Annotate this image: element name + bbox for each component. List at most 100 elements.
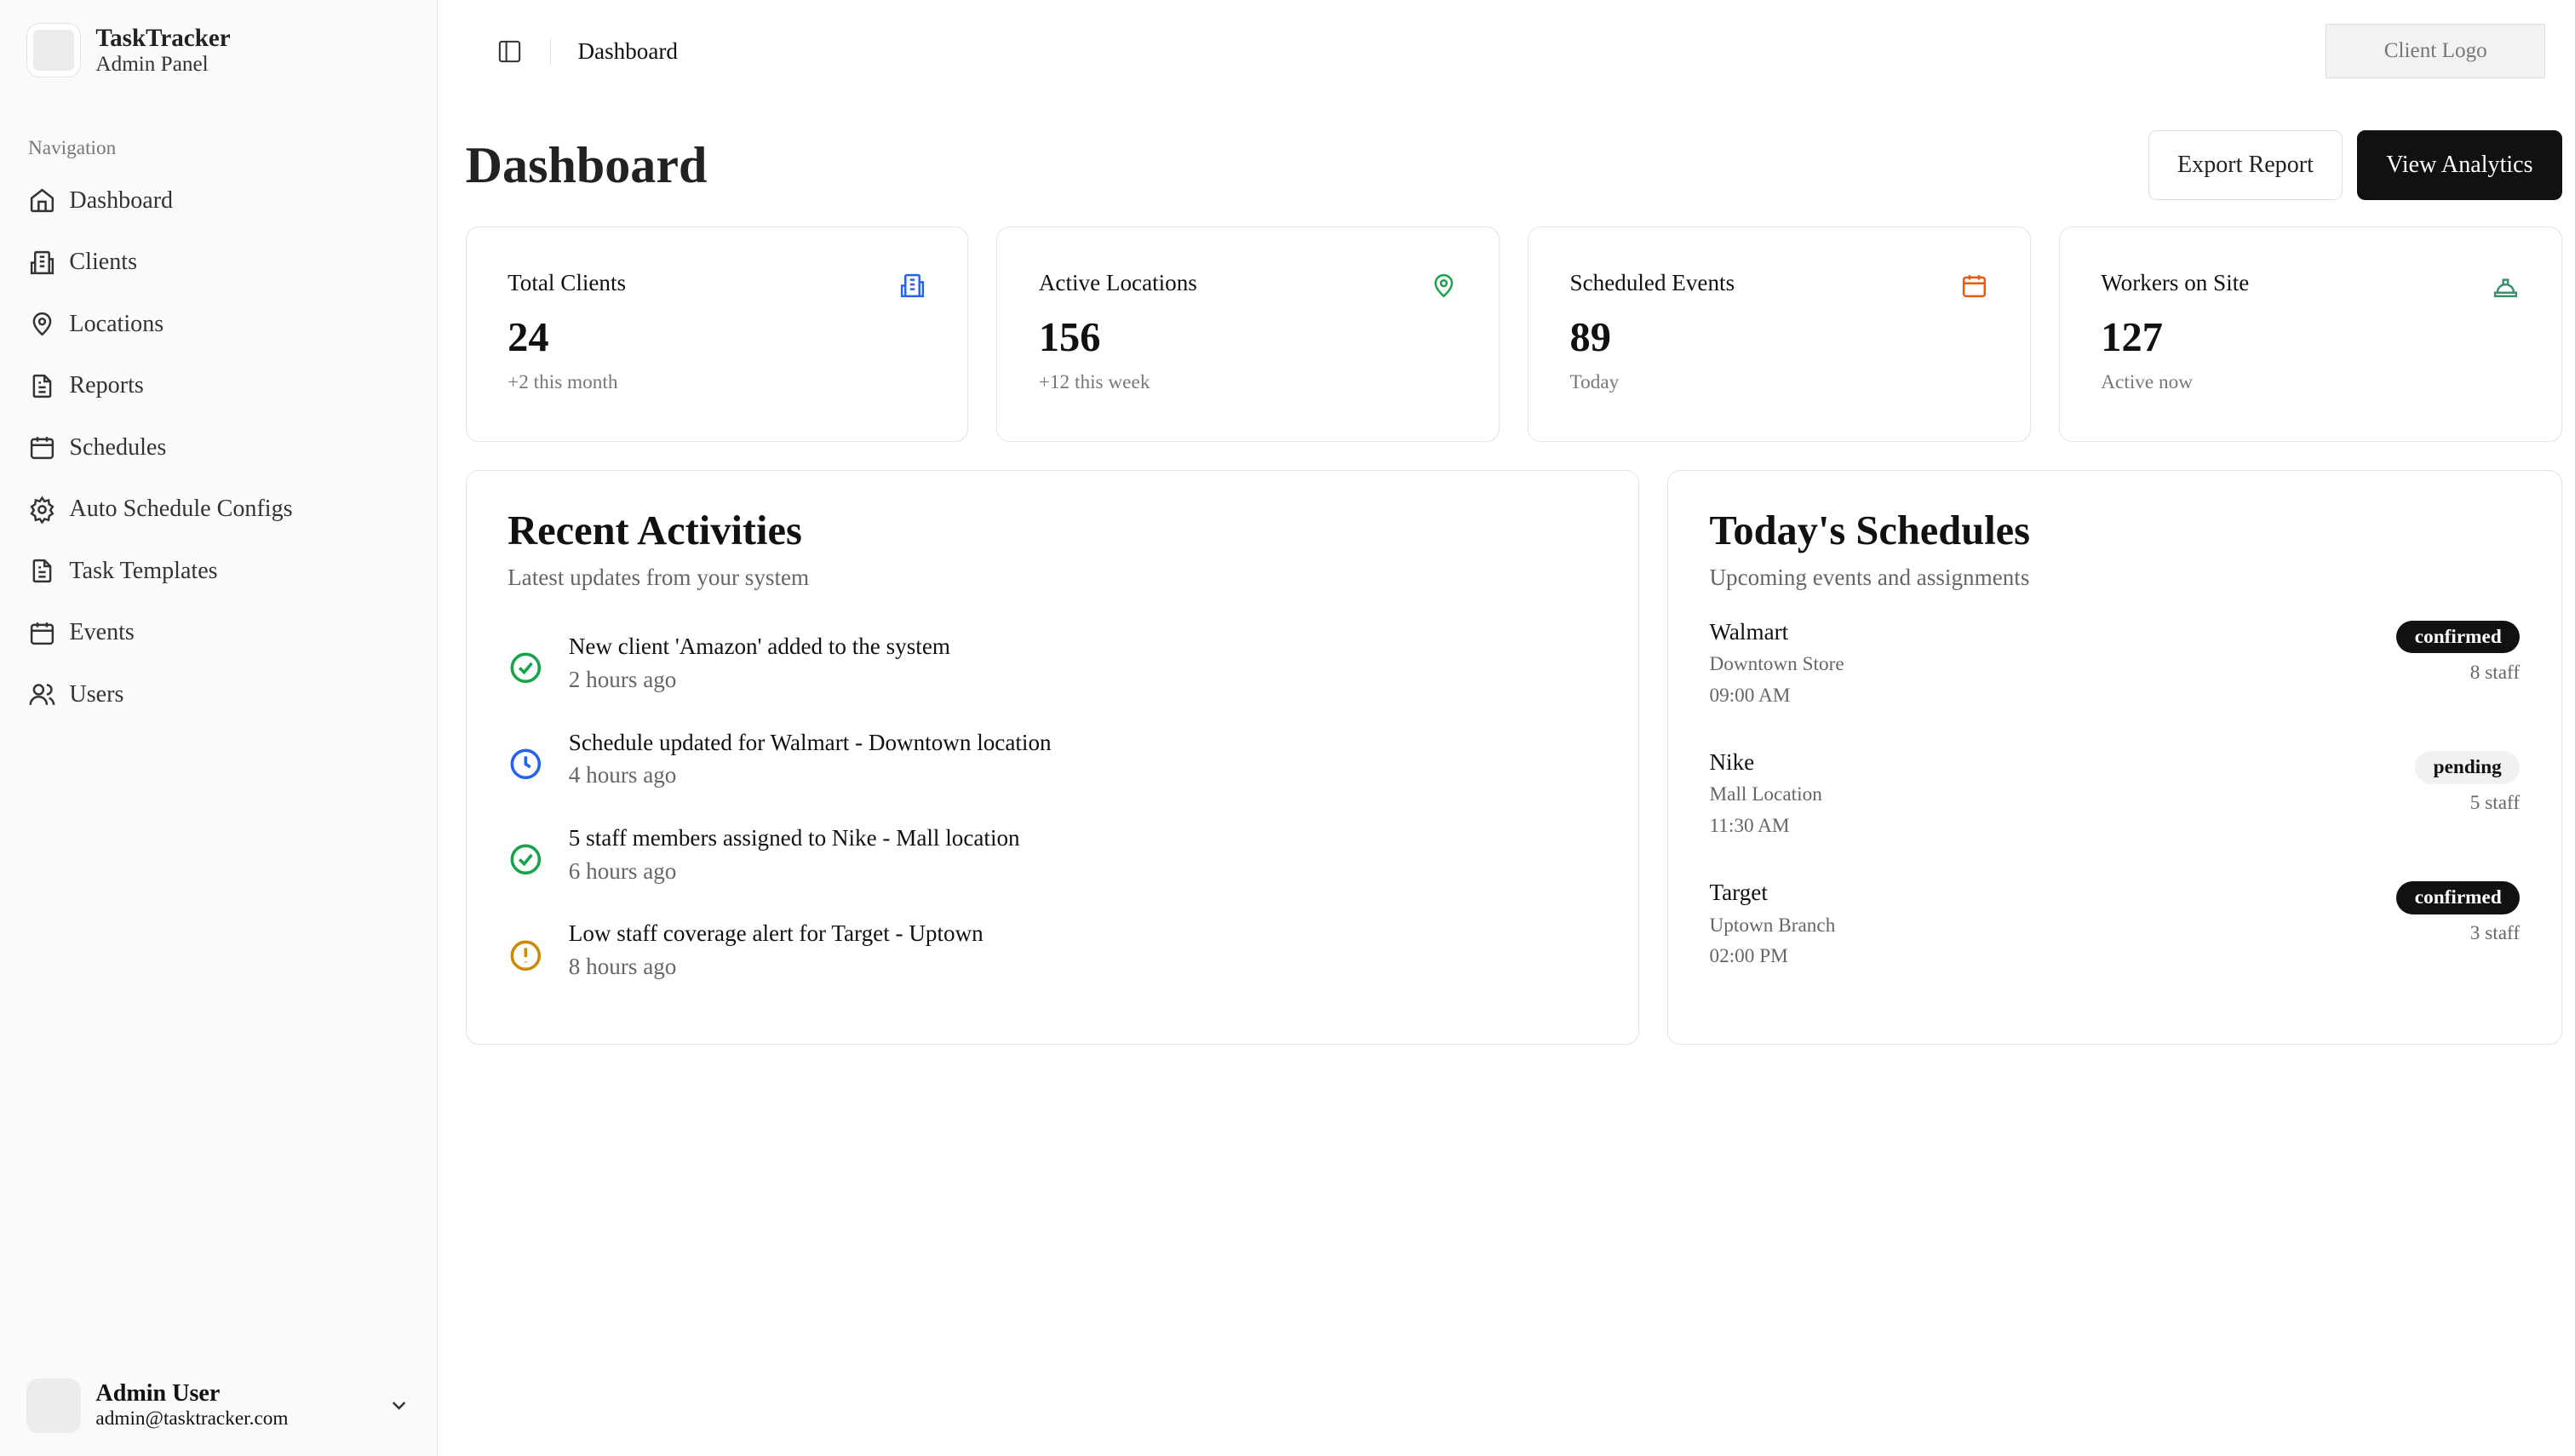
stat-value: 24 bbox=[508, 315, 549, 361]
activity-time: 8 hours ago bbox=[568, 954, 677, 980]
sidebar-item-label: Events bbox=[69, 619, 135, 646]
schedule-client: Target bbox=[1709, 879, 1768, 905]
nav-section-label: Navigation bbox=[27, 136, 117, 159]
card-title: Today's Schedules bbox=[1709, 508, 2031, 554]
sidebar-item-events[interactable]: Events bbox=[0, 602, 437, 663]
calendar-icon bbox=[30, 622, 54, 645]
sidebar-item-label: Dashboard bbox=[69, 186, 174, 214]
status-badge: pending bbox=[2415, 750, 2521, 784]
stat-subtext: +12 this week bbox=[1038, 370, 1150, 393]
card-title: Recent Activities bbox=[508, 508, 802, 554]
schedule-item[interactable]: Nike Mall Location 11:30 AM pending 5 staff bbox=[1709, 748, 2521, 862]
map-pin-icon bbox=[32, 312, 52, 336]
user-name: Admin User bbox=[95, 1380, 221, 1407]
schedule-item[interactable]: Walmart Downtown Store 09:00 AM confirmed 8 … bbox=[1709, 618, 2521, 731]
schedule-time: 11:30 AM bbox=[1709, 815, 1790, 838]
sidebar-item-clients[interactable]: Clients bbox=[0, 232, 437, 293]
stat-value: 156 bbox=[1038, 315, 1101, 361]
sidebar-item-auto-schedule-configs[interactable]: Auto Schedule Configs bbox=[0, 479, 437, 540]
check-circle-icon bbox=[510, 844, 542, 875]
activity-text: New client 'Amazon' added to the system bbox=[568, 633, 950, 660]
export-report-button[interactable]: Export Report bbox=[2148, 130, 2343, 200]
activity-item: 5 staff members assigned to Nike - Mall … bbox=[508, 825, 1597, 885]
client-logo: Client Logo bbox=[2326, 24, 2546, 79]
page-title: Dashboard bbox=[465, 135, 708, 193]
view-analytics-button[interactable]: View Analytics bbox=[2357, 130, 2562, 200]
users-icon bbox=[29, 684, 55, 706]
sidebar-item-schedules[interactable]: Schedules bbox=[0, 416, 437, 478]
sidebar-item-label: Clients bbox=[69, 249, 138, 276]
sidebar-item-users[interactable]: Users bbox=[0, 663, 437, 725]
building-icon bbox=[900, 273, 925, 297]
map-pin-icon bbox=[1434, 273, 1454, 298]
brand[interactable]: TaskTracker Admin Panel bbox=[0, 0, 437, 100]
app-subtitle: Admin Panel bbox=[95, 52, 209, 76]
clock-icon bbox=[510, 748, 542, 779]
stat-subtext: +2 this month bbox=[508, 370, 618, 393]
hard-hat-icon bbox=[2494, 278, 2518, 297]
sidebar: TaskTracker Admin Panel Navigation Dashb… bbox=[0, 0, 438, 1456]
sidebar-item-reports[interactable]: Reports bbox=[0, 355, 437, 416]
file-text-icon bbox=[32, 374, 52, 398]
schedule-client: Walmart bbox=[1709, 618, 1789, 645]
stat-label: Workers on Site bbox=[2101, 269, 2250, 295]
sidebar-item-label: Auto Schedule Configs bbox=[69, 496, 293, 523]
activity-item: Schedule updated for Walmart - Downtown … bbox=[508, 730, 1597, 789]
gear-icon bbox=[30, 496, 54, 524]
main-content: Dashboard Client Logo Dashboard Export R… bbox=[438, 0, 2575, 1456]
stat-card: Total Clients 24 +2 this month bbox=[465, 226, 969, 443]
building-icon bbox=[30, 250, 54, 274]
activity-time: 2 hours ago bbox=[568, 666, 677, 692]
schedule-item[interactable]: Target Uptown Branch 02:00 PM confirmed 3 st… bbox=[1709, 879, 2521, 992]
divider bbox=[549, 37, 552, 65]
staff-count: 5 staff bbox=[2469, 792, 2521, 815]
stat-card: Workers on Site 127 Active now bbox=[2058, 226, 2562, 443]
stat-card: Scheduled Events 89 Today bbox=[1528, 226, 2031, 443]
app-logo bbox=[26, 23, 81, 78]
sidebar-item-task-templates[interactable]: Task Templates bbox=[0, 540, 437, 601]
activity-item: Low staff coverage alert for Target - Up… bbox=[508, 920, 1597, 980]
stat-subtext: Today bbox=[1569, 370, 1620, 393]
stat-label: Scheduled Events bbox=[1569, 269, 1735, 295]
schedule-time: 09:00 AM bbox=[1709, 685, 1791, 708]
sidebar-item-locations[interactable]: Locations bbox=[0, 293, 437, 354]
avatar bbox=[26, 1378, 81, 1433]
sidebar-item-label: Users bbox=[69, 680, 124, 708]
stat-label: Total Clients bbox=[508, 269, 627, 295]
activity-item: New client 'Amazon' added to the system 2… bbox=[508, 633, 1597, 693]
schedule-client: Nike bbox=[1709, 748, 1755, 775]
stat-label: Active Locations bbox=[1038, 269, 1197, 295]
stats-row: Total Clients 24 +2 this month Active Locat… bbox=[438, 226, 2575, 443]
schedule-time: 02:00 PM bbox=[1709, 945, 1788, 968]
app-name: TaskTracker bbox=[95, 24, 231, 52]
sidebar-item-label: Task Templates bbox=[69, 557, 218, 584]
activity-text: 5 staff members assigned to Nike - Mall … bbox=[568, 824, 1020, 851]
stat-card: Active Locations 156 +12 this week bbox=[996, 226, 1500, 443]
sidebar-toggle-icon[interactable] bbox=[496, 38, 523, 65]
user-email: admin@tasktracker.com bbox=[95, 1407, 289, 1430]
home-icon bbox=[30, 188, 54, 213]
activity-text: Low staff coverage alert for Target - Up… bbox=[568, 920, 984, 947]
stat-subtext: Active now bbox=[2101, 370, 2194, 393]
alert-circle-icon bbox=[510, 940, 542, 971]
schedule-location: Uptown Branch bbox=[1709, 914, 1836, 937]
stat-value: 127 bbox=[2101, 315, 2163, 361]
activity-text: Schedule updated for Walmart - Downtown … bbox=[568, 729, 1052, 755]
check-circle-icon bbox=[510, 653, 542, 684]
todays-schedules-card: Today's Schedules Upcoming events and as… bbox=[1667, 470, 2562, 1046]
breadcrumb: Dashboard bbox=[577, 37, 678, 64]
user-menu[interactable]: Admin User admin@tasktracker.com bbox=[26, 1378, 410, 1433]
sidebar-item-dashboard[interactable]: Dashboard bbox=[0, 169, 437, 231]
card-subtitle: Latest updates from your system bbox=[508, 564, 810, 590]
file-text-icon bbox=[32, 559, 52, 583]
status-badge: confirmed bbox=[2396, 620, 2521, 654]
calendar-icon bbox=[30, 437, 54, 460]
sidebar-item-label: Schedules bbox=[69, 433, 167, 461]
sidebar-item-label: Locations bbox=[69, 310, 164, 337]
staff-count: 8 staff bbox=[2469, 662, 2521, 685]
card-subtitle: Upcoming events and assignments bbox=[1709, 564, 2030, 590]
recent-activities-card: Recent Activities Latest updates from yo… bbox=[465, 470, 1640, 1046]
calendar-icon bbox=[1963, 274, 1987, 297]
chevron-down-icon[interactable] bbox=[387, 1394, 410, 1417]
schedule-location: Downtown Store bbox=[1709, 653, 1844, 676]
